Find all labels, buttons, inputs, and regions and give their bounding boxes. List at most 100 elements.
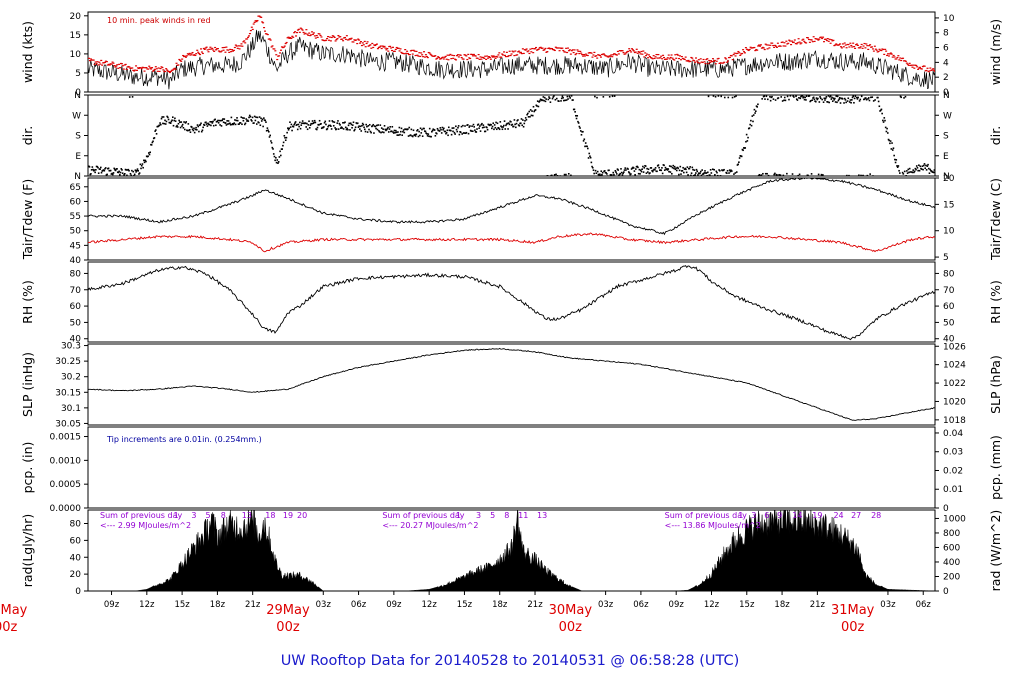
wind-peak-point xyxy=(817,39,820,41)
wind-peak-point xyxy=(571,49,574,51)
wind-peak-point xyxy=(746,49,749,51)
wind-peak-point xyxy=(847,43,850,46)
wind-peak-point xyxy=(561,47,564,49)
dir-point xyxy=(627,171,630,173)
wind-peak-point xyxy=(282,46,285,48)
dir-point xyxy=(524,119,526,122)
wind-peak-point xyxy=(548,47,551,49)
x-tick-label: 18z xyxy=(774,600,790,610)
dir-point xyxy=(248,114,251,117)
wind-peak-point xyxy=(779,45,782,47)
dir-point xyxy=(549,101,552,103)
dir-point xyxy=(513,119,516,121)
wind-peak-point xyxy=(360,44,363,47)
dir-point xyxy=(750,119,752,122)
dir-point xyxy=(807,174,809,176)
wind-peak-point xyxy=(211,47,214,49)
wind-peak-point xyxy=(829,42,832,44)
dir-point xyxy=(173,119,176,122)
dir-point xyxy=(823,97,826,100)
wind-peak-point xyxy=(295,35,298,37)
dir-point xyxy=(587,157,590,159)
dir-point xyxy=(262,125,264,128)
wind-peak-point xyxy=(487,56,490,58)
dir-point xyxy=(144,159,147,162)
wind-peak-point xyxy=(582,55,585,57)
dir-point xyxy=(502,126,504,128)
dir-ytick-label: N xyxy=(74,91,81,101)
wind-peak-point xyxy=(134,69,137,71)
wind-peak-point xyxy=(840,47,843,49)
dir-point xyxy=(462,124,464,127)
dir-point xyxy=(277,162,279,165)
wind-peak-point xyxy=(337,34,340,37)
dir-point xyxy=(583,138,586,141)
dir-point xyxy=(138,172,141,174)
wind-peak-point xyxy=(660,55,663,57)
dir-point xyxy=(801,95,804,97)
dir-point xyxy=(90,173,92,175)
dir-point xyxy=(638,168,641,171)
wind-peak-point xyxy=(490,55,493,57)
wind-peak-point xyxy=(180,60,183,62)
dir-point xyxy=(589,156,592,159)
precipitation-ylabel: pcp. (in) xyxy=(20,442,35,494)
wind-peak-point xyxy=(449,53,452,56)
wind-peak-point xyxy=(311,33,314,35)
dir-point xyxy=(921,165,924,167)
dir-point xyxy=(913,170,916,173)
wind-peak-point xyxy=(160,66,163,68)
dir-point xyxy=(831,100,834,103)
dir-point xyxy=(365,123,367,126)
dir-point xyxy=(409,134,412,136)
dir-point xyxy=(416,129,418,132)
dir-point xyxy=(896,165,898,167)
rh-ylabel-right: RH (%) xyxy=(988,280,1003,324)
dir-point xyxy=(612,171,615,174)
dir-point xyxy=(628,172,631,174)
wind-peak-point xyxy=(898,59,901,61)
dir-point xyxy=(444,130,447,133)
wind-peak-point xyxy=(631,48,634,50)
dir-point xyxy=(274,159,276,162)
wind-peak-point xyxy=(330,36,333,39)
dir-point xyxy=(729,170,732,173)
dir-point xyxy=(831,96,833,99)
wind-peak-point xyxy=(610,54,613,56)
dir-point xyxy=(559,175,562,176)
dir-point xyxy=(506,122,509,125)
dir-point xyxy=(663,164,665,167)
wind-peak-point xyxy=(301,29,304,31)
dir-point xyxy=(576,115,579,117)
dir-point xyxy=(359,128,361,130)
dir-point xyxy=(314,121,317,124)
dir-point xyxy=(229,123,232,126)
dir-point xyxy=(421,128,423,131)
wind-peak-point xyxy=(280,46,283,48)
wind-peak-point xyxy=(645,54,648,57)
dir-point xyxy=(827,95,830,97)
dir-point xyxy=(767,174,770,176)
wind-peak-point xyxy=(591,56,594,58)
wind-peak-point xyxy=(362,44,365,46)
dir-point xyxy=(160,117,163,120)
dir-point xyxy=(113,167,116,170)
dir-point xyxy=(123,174,125,176)
dir-point xyxy=(863,98,866,100)
wind-peak-point xyxy=(88,60,91,62)
dir-point xyxy=(532,105,535,108)
dir-ytick-right-label: S xyxy=(943,132,949,142)
wind-peak-point xyxy=(292,36,295,38)
dir-point xyxy=(421,135,424,138)
wind-peak-point xyxy=(808,41,811,43)
dir-point xyxy=(847,97,850,100)
dir-point xyxy=(719,169,721,172)
wind-peak-point xyxy=(807,37,810,39)
dir-point xyxy=(131,96,134,98)
wind-peak-point xyxy=(850,44,853,47)
wind-peak-point xyxy=(263,27,266,29)
wind-peak-point xyxy=(527,50,530,52)
dir-point xyxy=(868,99,871,102)
wind-ytick-label: 5 xyxy=(75,69,81,79)
dir-point xyxy=(827,101,829,103)
